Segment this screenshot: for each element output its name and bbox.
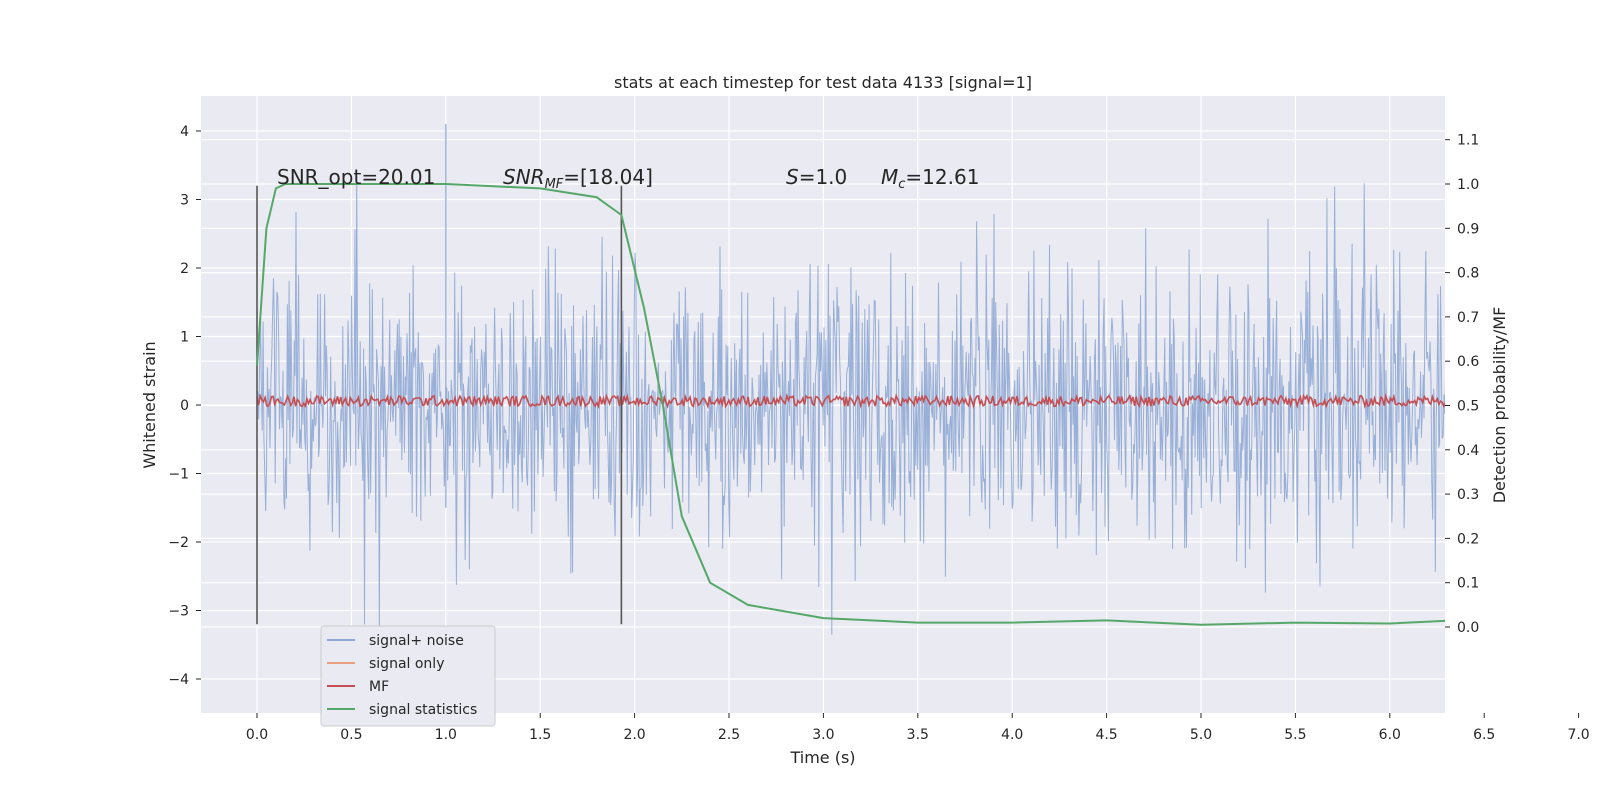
annotation-snr-opt: SNR_opt=20.01: [277, 165, 435, 189]
left-y-tick-label: 2: [180, 261, 189, 277]
mf-line: [256, 393, 1445, 410]
right-y-tick-label: 0.2: [1457, 531, 1479, 547]
x-tick-label: 2.5: [718, 727, 740, 743]
x-tick-label: 1.0: [435, 727, 457, 743]
x-tick-label: 4.0: [1001, 727, 1023, 743]
signal-noise-series: [256, 124, 1445, 635]
x-axis-ticks: 0.0 0.5 1.0 1.5 2.0 2.5 3.0 3.5 4.0 4.5 5.0 5.5 6.0 6…: [246, 713, 1590, 743]
legend-label: signal statistics: [369, 702, 477, 718]
right-y-tick-label: 0.5: [1457, 399, 1479, 415]
right-y-axis-ticks: 1.1 1.0 0.9 0.8 0.7 0.6 0.5 0.4 0.3 0.2 0.1 0.0: [1445, 133, 1479, 636]
left-y-axis-ticks: 4 3 2 1 0 −1 −2 −3 −4: [168, 124, 201, 688]
signal-statistics-series: [256, 183, 1445, 626]
legend-box: [320, 625, 496, 727]
left-y-tick-label: 3: [180, 193, 189, 209]
annotation-mc: Mc=12.61: [881, 165, 979, 192]
left-y-tick-label: −4: [168, 672, 189, 688]
x-tick-label: 5.0: [1190, 727, 1212, 743]
right-y-tick-label: 0.8: [1457, 266, 1479, 282]
left-y-tick-label: 4: [180, 124, 189, 140]
annotation-s: S=1.0: [786, 165, 847, 189]
left-y-axis-label: Whitened strain: [140, 341, 159, 468]
x-tick-label: 5.5: [1284, 727, 1306, 743]
x-tick-label: 3.5: [907, 727, 929, 743]
x-axis-label: Time (s): [789, 748, 855, 767]
right-y-tick-label: 0.6: [1457, 354, 1479, 370]
x-tick-label: 6.0: [1379, 727, 1401, 743]
right-y-tick-label: 0.7: [1457, 310, 1479, 326]
left-y-tick-label: −3: [168, 604, 189, 620]
left-y-tick-label: −2: [168, 535, 189, 551]
x-tick-label: 2.0: [623, 727, 645, 743]
x-tick-label: 6.5: [1473, 727, 1495, 743]
right-y-tick-label: 0.3: [1457, 487, 1479, 503]
right-y-tick-label: 0.0: [1457, 620, 1479, 636]
right-y-tick-label: 1.1: [1457, 133, 1479, 149]
right-y-tick-label: 0.1: [1457, 576, 1479, 592]
legend-label: signal+ noise: [369, 633, 464, 649]
right-y-tick-label: 0.4: [1457, 443, 1479, 459]
legend-label: signal only: [369, 656, 444, 672]
x-tick-label: 1.5: [529, 727, 551, 743]
x-tick-label: 3.0: [812, 727, 834, 743]
right-y-tick-label: 0.9: [1457, 221, 1479, 237]
x-tick-label: 7.0: [1567, 727, 1589, 743]
x-tick-label: 0.5: [340, 727, 362, 743]
signal-noise-line: [256, 175, 1445, 635]
x-tick-label: 0.0: [246, 727, 268, 743]
left-y-tick-label: 0: [180, 398, 189, 414]
signal-statistics-line: [256, 183, 1445, 626]
x-tick-label: 4.5: [1095, 727, 1117, 743]
legend: signal+ noise signal only MF signal statist…: [320, 625, 496, 727]
annotation-snr-mf: SNRMF=[18.04]: [503, 165, 653, 192]
legend-label: MF: [369, 679, 389, 695]
mf-series: [256, 393, 1445, 410]
left-y-tick-label: −1: [168, 467, 189, 483]
left-y-tick-label: 1: [180, 330, 189, 346]
right-y-axis-label: Detection probability/MF: [1490, 307, 1509, 504]
right-y-tick-label: 1.0: [1457, 177, 1479, 193]
vertical-markers: [256, 185, 623, 625]
chart-title: stats at each timestep for test data 413…: [614, 73, 1032, 92]
